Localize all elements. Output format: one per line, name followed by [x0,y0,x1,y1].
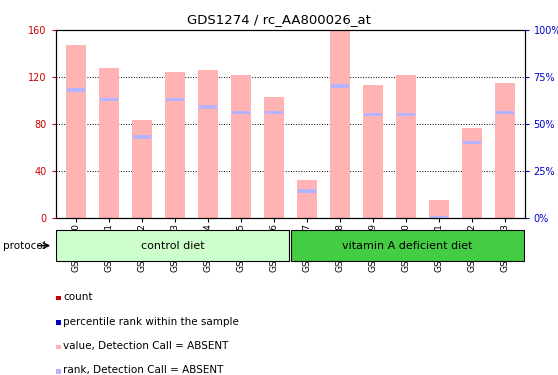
Bar [396,75,416,217]
Text: vitamin A deficient diet: vitamin A deficient diet [342,241,473,250]
Text: value, Detection Call = ABSENT: value, Detection Call = ABSENT [63,341,229,351]
Bar [198,70,218,217]
Text: rank, Detection Call = ABSENT: rank, Detection Call = ABSENT [63,366,224,375]
Bar [264,97,283,218]
Bar [397,112,415,116]
Text: GDS1274 / rc_AA800026_at: GDS1274 / rc_AA800026_at [187,13,371,26]
Bar [132,120,152,218]
Bar [462,128,482,217]
Text: control diet: control diet [141,241,205,250]
Bar [264,111,282,114]
Bar [331,84,349,88]
Bar [430,216,448,219]
Bar [298,189,316,193]
Bar [133,135,151,139]
Bar [66,45,85,218]
Bar [99,68,118,218]
Bar [495,83,514,218]
Text: protocol: protocol [3,241,46,250]
Bar [166,98,184,101]
Bar [364,112,382,116]
Bar [363,85,383,218]
Bar [463,141,480,144]
FancyBboxPatch shape [56,230,290,261]
Bar [165,72,185,217]
Bar [231,75,251,217]
Bar [496,111,513,114]
Bar [199,105,217,109]
Text: count: count [63,292,93,302]
Bar [100,98,118,101]
Bar [330,30,349,217]
Bar [429,200,449,217]
Bar [232,111,249,114]
Bar [67,88,84,92]
Text: percentile rank within the sample: percentile rank within the sample [63,317,239,327]
Bar [297,180,316,218]
FancyBboxPatch shape [291,230,524,261]
